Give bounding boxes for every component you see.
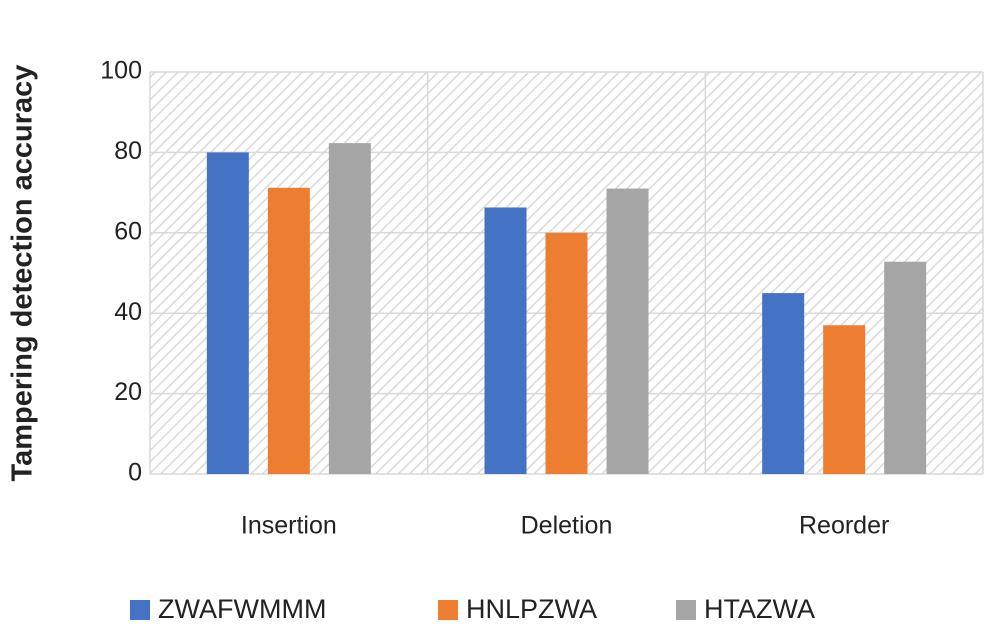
legend-swatch bbox=[676, 600, 696, 620]
bar bbox=[328, 143, 371, 475]
x-tick-label: Insertion bbox=[241, 512, 337, 540]
bar bbox=[484, 207, 527, 474]
x-tick-label: Deletion bbox=[521, 512, 613, 540]
x-tick-label: Reorder bbox=[799, 512, 889, 540]
bar bbox=[545, 232, 588, 474]
y-tick-label: 20 bbox=[114, 378, 142, 406]
bar bbox=[762, 293, 805, 474]
y-tick-label: 80 bbox=[114, 137, 142, 165]
legend-swatch bbox=[438, 600, 458, 620]
y-tick-label: 60 bbox=[114, 217, 142, 245]
y-tick-label: 40 bbox=[114, 298, 142, 326]
legend-label: HTAZWA bbox=[704, 594, 815, 624]
bar bbox=[606, 188, 649, 474]
bar bbox=[823, 325, 866, 474]
bar bbox=[267, 187, 310, 474]
legend-swatch bbox=[130, 600, 150, 620]
y-tick-label: 0 bbox=[128, 459, 142, 487]
y-axis-label: Tampering detection accuracy bbox=[7, 65, 39, 482]
bar bbox=[206, 152, 249, 474]
legend-label: ZWAFWMMM bbox=[158, 594, 326, 624]
bar bbox=[884, 261, 927, 474]
y-tick-label: 100 bbox=[100, 57, 142, 85]
legend-label: HNLPZWA bbox=[466, 594, 597, 624]
